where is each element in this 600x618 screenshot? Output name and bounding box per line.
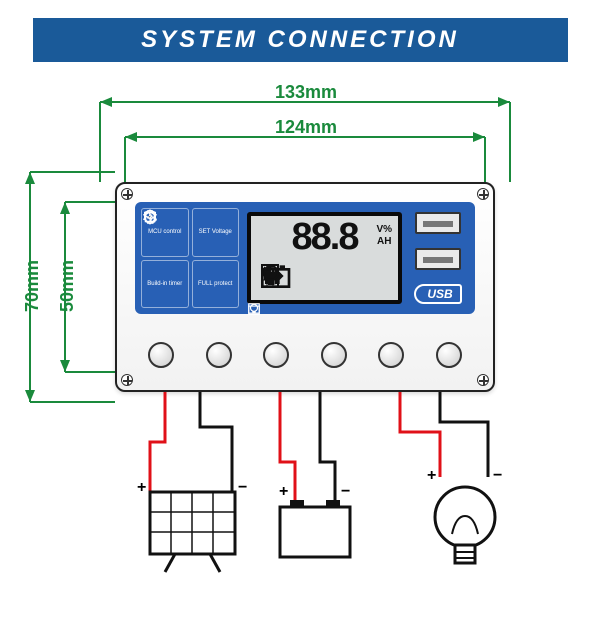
battery-device [280,500,350,557]
load-device [435,487,495,563]
battery-neg-label: − [341,483,350,500]
load-pos-label: + [427,467,436,484]
battery-pos-label: + [279,483,288,500]
solar-neg-label: − [238,479,247,496]
header-title: SYSTEM CONNECTION [141,26,459,53]
solar-panel-device [150,492,235,572]
wiring-diagram: + − + − + − [0,62,600,592]
solar-pos-label: + [137,479,146,496]
header-bar: SYSTEM CONNECTION [33,18,568,62]
diagram-stage: 133mm 124mm 70mm 50mm MCU control SET Vo… [0,62,600,592]
load-neg-label: − [493,467,502,484]
